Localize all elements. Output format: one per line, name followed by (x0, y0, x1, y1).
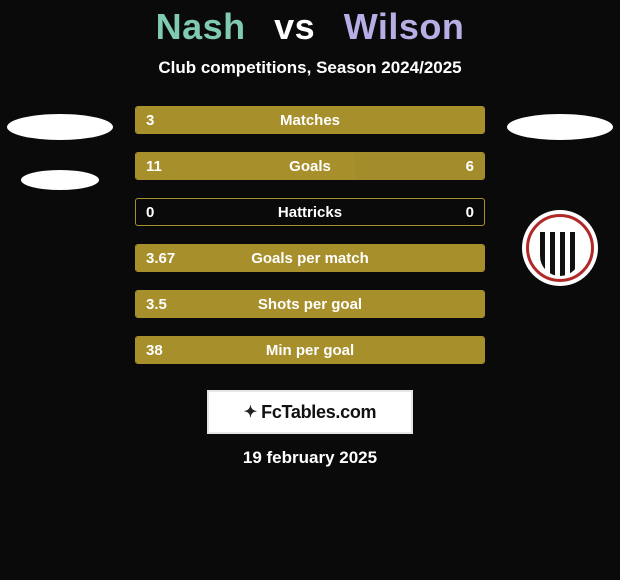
stat-label: Goals (136, 153, 484, 179)
left-player-badges (0, 106, 120, 190)
stat-row: 3.5Shots per goal (135, 290, 485, 318)
stat-label: Hattricks (136, 199, 484, 225)
page-title: Nash vs Wilson (0, 6, 620, 48)
stat-label: Min per goal (136, 337, 484, 363)
stat-row: 38Min per goal (135, 336, 485, 364)
player-left-avatar-placeholder (7, 114, 113, 140)
stat-row: 0Hattricks0 (135, 198, 485, 226)
player-left-name: Nash (156, 6, 246, 47)
logo-text: FcTables.com (261, 402, 376, 423)
stat-row: 11Goals6 (135, 152, 485, 180)
subtitle: Club competitions, Season 2024/2025 (0, 58, 620, 78)
right-player-badges (500, 106, 620, 286)
player-right-name: Wilson (344, 6, 465, 47)
stat-row: 3Matches (135, 106, 485, 134)
player-right-club-crest (522, 210, 598, 286)
stat-value-right: 0 (466, 199, 474, 225)
stat-value-right: 6 (466, 153, 474, 179)
vs-label: vs (274, 6, 315, 47)
footer-date: 19 february 2025 (0, 448, 620, 468)
stat-row: 3.67Goals per match (135, 244, 485, 272)
crest-stripes-icon (540, 232, 580, 276)
stat-label: Matches (136, 107, 484, 133)
stat-label: Goals per match (136, 245, 484, 271)
stat-label: Shots per goal (136, 291, 484, 317)
stat-rows: 3Matches 11Goals6 0Hattricks0 3.67Goals per… (135, 106, 485, 364)
logo-icon: ✦ (244, 402, 257, 422)
stats-section: 3Matches 11Goals6 0Hattricks0 3.67Goals per… (0, 106, 620, 364)
source-logo: ✦ FcTables.com (207, 390, 413, 434)
comparison-card: Nash vs Wilson Club competitions, Season… (0, 0, 620, 580)
player-left-club-placeholder (21, 170, 99, 190)
player-right-avatar-placeholder (507, 114, 613, 140)
